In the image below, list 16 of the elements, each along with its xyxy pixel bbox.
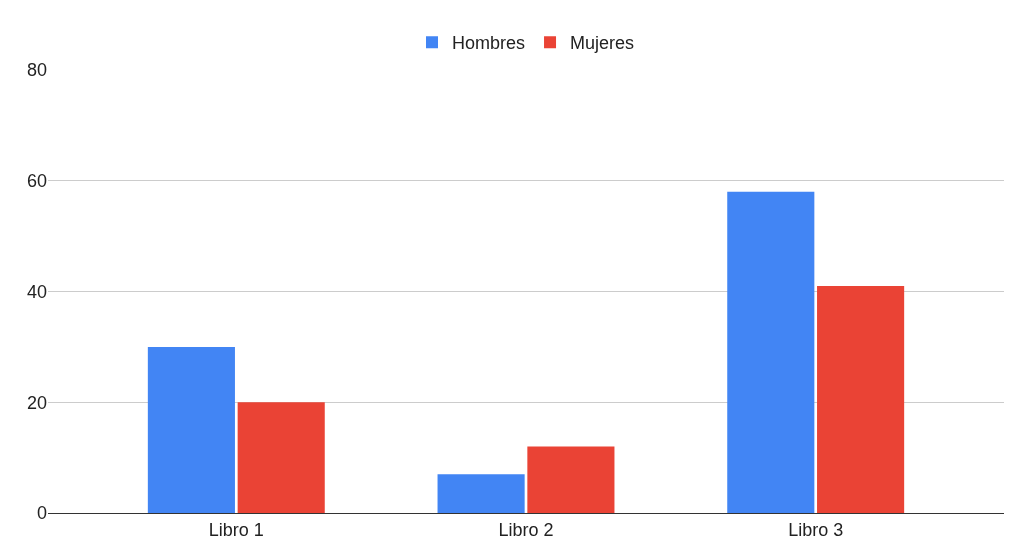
bar (817, 285, 905, 513)
legend-label: Hombres (452, 33, 526, 54)
bar (437, 474, 525, 513)
y-tick-label: 80 (26, 60, 47, 81)
x-tick-label: Libro 1 (208, 519, 264, 540)
y-tick-label: 40 (26, 281, 47, 302)
bar (727, 191, 815, 513)
y-tick-label: 0 (36, 503, 47, 524)
bar (527, 446, 615, 513)
x-tick-label: Libro 2 (498, 519, 554, 540)
y-tick-label: 20 (26, 392, 47, 413)
bar (237, 402, 325, 513)
y-tick-label: 60 (26, 171, 47, 192)
legend-label: Mujeres (570, 33, 635, 54)
bar (147, 346, 235, 513)
x-tick-label: Libro 3 (788, 519, 844, 540)
